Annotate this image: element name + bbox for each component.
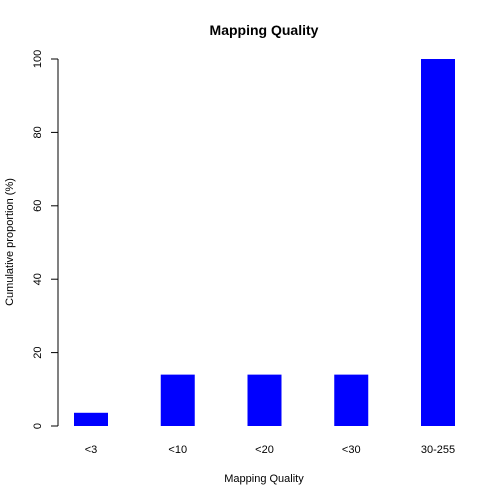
y-tick-label: 80 — [32, 126, 44, 138]
x-axis-label: Mapping Quality — [224, 473, 304, 485]
bar — [247, 374, 282, 426]
bars — [74, 59, 455, 426]
x-tick-label: <3 — [85, 444, 98, 456]
y-axis: 0 20 40 60 80 100 — [32, 50, 59, 429]
y-tick-label: 40 — [32, 273, 44, 285]
bar — [334, 374, 369, 426]
y-tick-label: 20 — [32, 346, 44, 358]
x-tick-labels: <3 <10 <20 <30 30-255 — [85, 444, 455, 456]
x-tick-label: <20 — [255, 444, 274, 456]
bar — [421, 59, 455, 426]
y-tick-label: 60 — [32, 200, 44, 212]
x-tick-label: <30 — [342, 444, 361, 456]
bar — [160, 374, 195, 426]
y-tick-label: 0 — [32, 423, 44, 429]
y-tick-label: 100 — [32, 50, 44, 68]
x-tick-label: <10 — [168, 444, 187, 456]
y-axis-label: Cumulative proportion (%) — [4, 178, 16, 306]
x-tick-label: 30-255 — [421, 444, 455, 456]
chart-title: Mapping Quality — [210, 22, 319, 38]
bar — [74, 412, 108, 426]
